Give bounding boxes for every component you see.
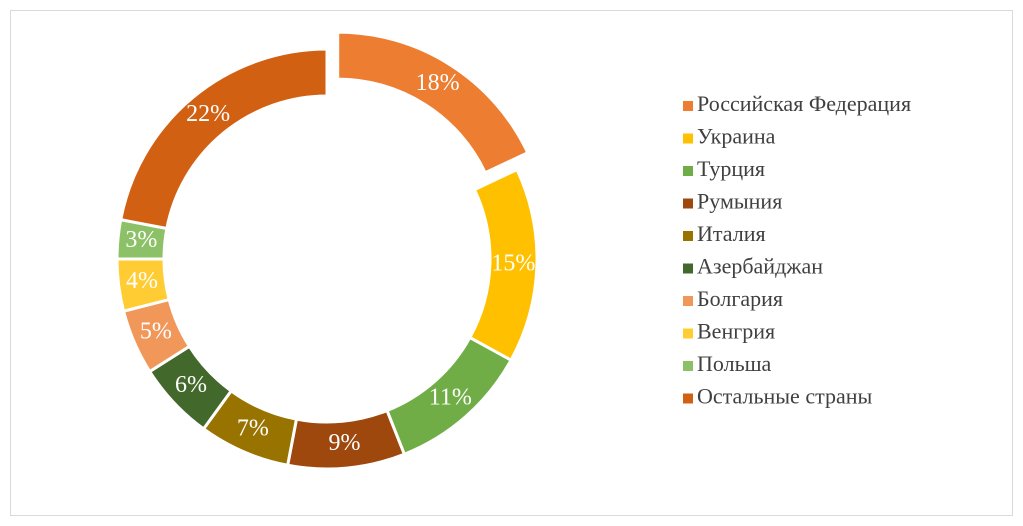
- legend-swatch: [683, 133, 693, 144]
- legend-swatch: [683, 296, 693, 306]
- legend-label: Турция: [697, 156, 765, 181]
- legend-label: Азербайджан: [697, 254, 823, 279]
- data-label: 5%: [140, 319, 172, 345]
- legend-swatch: [683, 393, 693, 404]
- donut-slice: [336, 30, 530, 175]
- data-label: 7%: [237, 416, 269, 442]
- legend-label: Болгария: [697, 286, 783, 311]
- legend-swatch: [683, 328, 693, 339]
- data-label: 6%: [175, 372, 207, 398]
- data-label: 22%: [186, 101, 230, 127]
- data-label: 9%: [329, 430, 361, 456]
- legend-label: Италия: [697, 221, 766, 246]
- legend-label: Польша: [697, 351, 772, 376]
- legend-swatch: [683, 263, 693, 274]
- legend-swatch: [683, 231, 693, 241]
- data-label: 15%: [491, 250, 535, 276]
- data-label: 18%: [416, 70, 460, 96]
- legend-swatch: [683, 361, 693, 371]
- data-label: 3%: [125, 227, 157, 253]
- legend-label: Украина: [697, 124, 776, 149]
- legend-swatch: [683, 101, 693, 111]
- legend-label: Венгрия: [697, 319, 775, 344]
- legend-swatch: [683, 166, 693, 176]
- donut-slice: [118, 47, 329, 231]
- data-label: 4%: [126, 268, 158, 294]
- legend-label: Остальные страны: [697, 384, 873, 409]
- legend-swatch: [683, 198, 693, 209]
- legend-label: Российская Федерация: [697, 91, 911, 116]
- legend-label: Румыния: [697, 189, 782, 214]
- data-label: 11%: [429, 384, 472, 410]
